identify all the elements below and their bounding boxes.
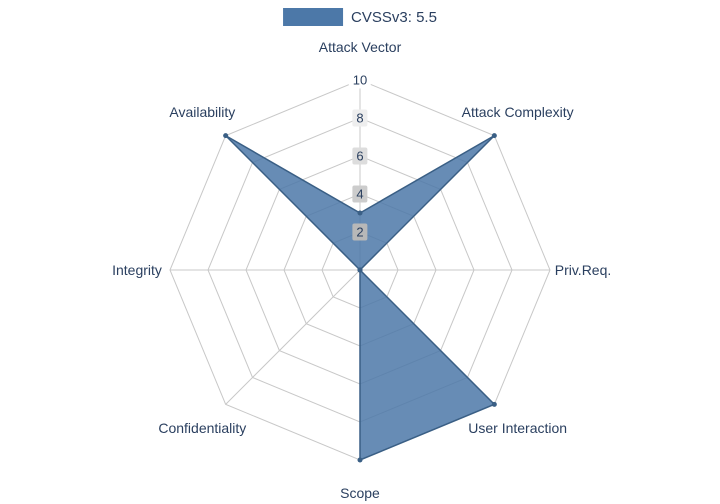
tick-label: 6 bbox=[352, 148, 367, 165]
legend: CVSSv3: 5.5 bbox=[283, 8, 437, 26]
axis-label: Attack Complexity bbox=[462, 104, 574, 120]
axis-label: Integrity bbox=[112, 262, 162, 278]
tick-label: 10 bbox=[349, 72, 371, 89]
legend-swatch bbox=[283, 8, 343, 26]
tick-label: 8 bbox=[352, 110, 367, 127]
axis-label: Availability bbox=[169, 104, 235, 120]
axis-label: User Interaction bbox=[468, 420, 567, 436]
axis-label: Priv.Req. bbox=[555, 262, 612, 278]
legend-label: CVSSv3: 5.5 bbox=[351, 9, 437, 26]
cvss-radar-chart: CVSSv3: 5.5 Attack Vector Attack Complexi… bbox=[0, 0, 720, 504]
tick-label: 2 bbox=[352, 224, 367, 241]
axis-label: Scope bbox=[340, 485, 380, 501]
tick-label: 4 bbox=[352, 186, 367, 203]
axis-label: Confidentiality bbox=[158, 420, 246, 436]
axis-label: Attack Vector bbox=[319, 39, 401, 55]
